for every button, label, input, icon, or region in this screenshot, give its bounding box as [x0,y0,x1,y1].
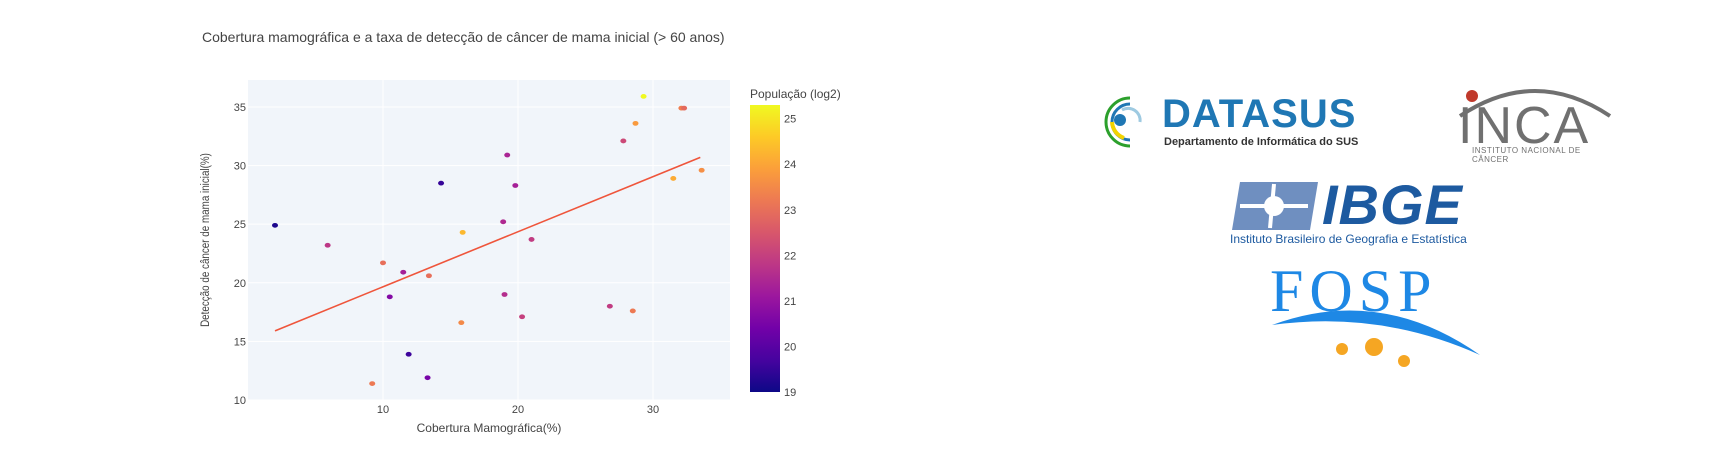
colorbar-tick-label: 19 [784,387,796,399]
colorbar-tick-labels: 19 20 21 22 23 24 25 [784,114,796,399]
trendline [274,156,701,332]
datasus-subtitle: Departamento de Informática do SUS [1164,136,1359,148]
datasus-logo: DATASUS Departamento de Informática do S… [1100,92,1400,152]
colorbar-tick-label: 22 [784,250,796,262]
scatter-point [458,320,465,326]
inca-wordmark: INCA [1458,97,1591,155]
fosp-logo: FOSP [1270,258,1490,380]
y-tick-label: 20 [234,278,246,290]
logo-panel: DATASUS Departamento de Informática do S… [1080,80,1640,400]
scatter-point [501,292,508,297]
scatter-point [640,94,647,99]
scatter-point [504,152,511,158]
y-tick-labels: 10 15 20 25 30 35 [234,102,246,407]
scatter-point [620,138,627,144]
scatter-point [528,237,535,242]
colorbar-tick-label: 24 [784,159,796,171]
scatter-point [500,219,507,225]
scatter-point [438,180,445,186]
colorbar [750,105,780,392]
ibge-emblem-icon [1232,182,1318,230]
ibge-logo: IBGE Instituto Brasileiro de Geografia e… [1230,173,1530,250]
scatter-point [512,183,519,188]
x-tick-label: 10 [377,404,389,416]
scatter-point [272,222,279,228]
datasus-emblem-icon [1104,96,1142,148]
scatter-point [681,105,688,111]
y-tick-label: 10 [234,395,246,407]
scatter-point [369,381,376,386]
colorbar-tick-label: 21 [784,296,796,308]
scatter-point [459,229,466,235]
scatter-point [629,308,636,314]
grid [248,80,730,401]
inca-arc-icon [1458,89,1612,118]
colorbar-title: População (log2) [750,87,841,101]
y-tick-label: 35 [234,102,246,114]
colorbar-tick-label: 23 [784,205,796,217]
scatter-point [519,314,526,320]
y-axis-title: Detecção de câncer de mama inicial(%) [199,153,212,327]
scatter-point [632,120,639,126]
scatter-point [424,375,431,381]
scatter-point [606,303,613,309]
datasus-wordmark: DATASUS [1162,92,1357,136]
scatter-point [386,294,393,300]
y-tick-label: 30 [234,161,246,173]
colorbar-tick-label: 20 [784,341,796,353]
inca-logo: INCA INSTITUTO NACIONAL DE CÂNCER [1450,86,1620,164]
ibge-wordmark: IBGE [1322,173,1463,236]
x-tick-labels: 10 20 30 [377,404,659,416]
scatter-point [380,260,387,266]
x-axis-title: Cobertura Mamográfica(%) [417,421,562,435]
scatter-point [324,242,331,248]
scatter-points [272,94,705,386]
inca-subtitle: INSTITUTO NACIONAL DE CÂNCER [1472,146,1581,164]
scatter-point [400,269,407,275]
scatter-point [425,273,432,279]
y-tick-label: 25 [234,219,246,231]
x-tick-label: 30 [647,404,659,416]
scatter-point [405,351,412,357]
colorbar-tick-label: 25 [784,114,796,126]
scatter-point [670,176,677,181]
chart-title: Cobertura mamográfica e a taxa de detecç… [202,29,725,45]
x-tick-label: 20 [512,404,524,416]
fosp-swoosh-icon [1272,310,1480,367]
ibge-subtitle: Instituto Brasileiro de Geografia e Esta… [1230,232,1467,246]
scatter-point [698,167,705,173]
plot-area [248,80,730,400]
y-tick-label: 15 [234,336,246,348]
